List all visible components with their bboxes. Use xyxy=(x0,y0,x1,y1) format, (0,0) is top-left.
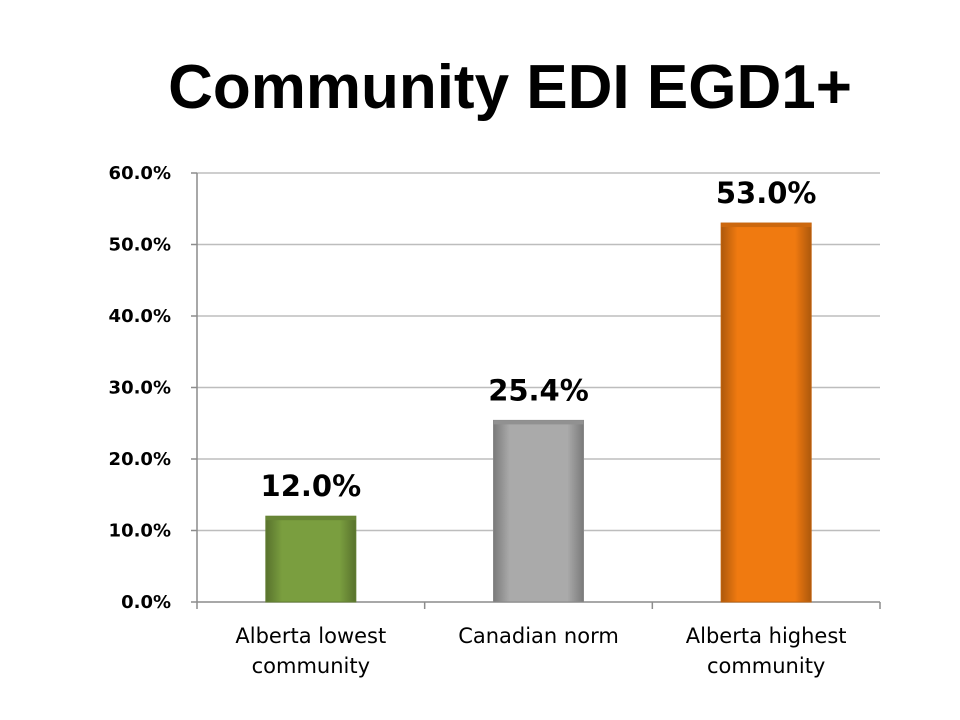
data-labels: 12.0% 25.4% 53.0% xyxy=(261,176,817,503)
category-label: Alberta highest xyxy=(686,624,847,648)
bar xyxy=(265,515,357,603)
bars xyxy=(265,222,812,603)
bar xyxy=(493,419,584,603)
y-tick-label: 60.0% xyxy=(109,163,171,184)
category-labels: Alberta lowest community Canadian norm Albe… xyxy=(235,624,846,678)
y-tick-label: 0.0% xyxy=(121,592,171,613)
data-label: 25.4% xyxy=(488,373,589,407)
category-label: Canadian norm xyxy=(458,624,619,648)
bar-top-edge xyxy=(493,420,584,425)
bar-top-edge xyxy=(265,516,356,521)
chart-title: Community EDI EGD1+ xyxy=(168,53,852,122)
y-tick-labels: 0.0% 10.0% 20.0% 30.0% 40.0% 50.0% 60.0% xyxy=(109,163,171,613)
y-tick-label: 40.0% xyxy=(109,306,171,327)
category-label: Alberta lowest xyxy=(235,624,386,648)
category-label: community xyxy=(707,654,825,678)
data-label: 53.0% xyxy=(716,176,817,210)
category-label: community xyxy=(252,654,370,678)
y-tick-label: 10.0% xyxy=(109,521,171,542)
bar xyxy=(720,222,812,603)
y-tick-label: 20.0% xyxy=(109,449,171,470)
y-tick-label: 30.0% xyxy=(109,378,171,399)
data-label: 12.0% xyxy=(261,469,362,503)
y-tick-label: 50.0% xyxy=(109,235,171,256)
bar-top-edge xyxy=(721,223,812,228)
